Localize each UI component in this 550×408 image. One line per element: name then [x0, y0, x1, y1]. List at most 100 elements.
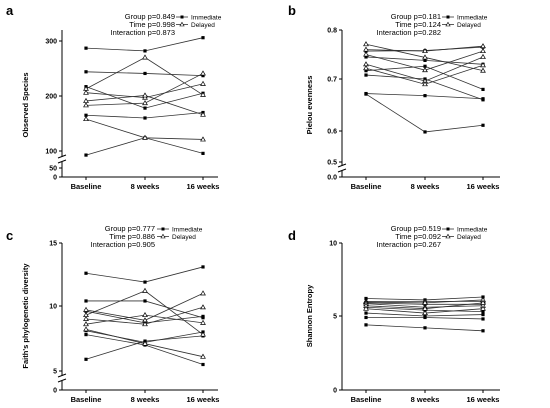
- data-point: [363, 51, 369, 57]
- series-immediate-6: [84, 334, 205, 361]
- y-axis-label: Pielou evenness: [305, 76, 314, 135]
- data-point: [84, 70, 88, 74]
- data-point: [143, 299, 147, 303]
- series-immediate-6: [364, 323, 485, 333]
- stat-annotation: Interaction p=0.267: [377, 240, 441, 249]
- data-point: [200, 319, 206, 325]
- axis-break-mark: [337, 168, 347, 173]
- data-point: [423, 94, 427, 98]
- data-point: [142, 134, 148, 140]
- data-point: [143, 106, 147, 110]
- data-point: [422, 54, 428, 60]
- series-delayed-11: [363, 62, 486, 87]
- data-point: [83, 326, 89, 332]
- panel-label: c: [6, 228, 13, 243]
- data-point: [200, 331, 206, 337]
- legend-label: Delayed: [172, 234, 196, 241]
- y-tick-label: 10: [49, 304, 57, 311]
- series-delayed-10: [83, 311, 206, 327]
- x-tick-label: 8 weeks: [411, 395, 440, 404]
- series-immediate-2: [84, 70, 205, 78]
- data-point: [364, 311, 368, 315]
- data-point: [143, 280, 147, 284]
- data-point: [481, 312, 485, 317]
- data-point: [84, 153, 88, 157]
- y-tick-label: 100: [45, 149, 57, 156]
- y-tick-label: 0.5: [327, 160, 337, 167]
- series-delayed-8: [363, 43, 486, 54]
- series-delayed-11: [363, 305, 486, 316]
- legend-label: Delayed: [191, 22, 215, 29]
- series-immediate-5: [364, 91, 485, 101]
- y-tick-label: 0.0: [327, 175, 337, 182]
- y-tick-label: 0.8: [327, 28, 337, 35]
- series-immediate-3: [364, 64, 485, 91]
- data-point: [201, 74, 205, 78]
- x-tick-label: Baseline: [351, 395, 382, 404]
- y-axis-label: Faith's phylogenetic diversity: [21, 263, 30, 369]
- y-tick-label: 0.6: [327, 129, 337, 136]
- series-delayed-9: [83, 70, 206, 108]
- y-tick-label: 10: [329, 241, 337, 248]
- data-point: [201, 362, 205, 367]
- data-point: [481, 317, 485, 321]
- axis-break-mark: [57, 378, 67, 383]
- data-point: [200, 91, 206, 97]
- data-point: [481, 329, 485, 333]
- data-point: [84, 113, 88, 117]
- legend-marker: [446, 15, 450, 19]
- series-delayed-9: [363, 47, 486, 73]
- y-tick-label: 5: [333, 314, 337, 321]
- x-tick-label: Baseline: [71, 182, 102, 191]
- series-delayed-8: [83, 290, 206, 323]
- series-line: [85, 37, 204, 52]
- data-point: [423, 315, 427, 320]
- legend-label: Delayed: [457, 22, 481, 29]
- data-point: [480, 67, 486, 73]
- data-point: [422, 309, 428, 316]
- legend-marker: [445, 21, 451, 27]
- series-immediate-5: [364, 315, 485, 321]
- legend-marker: [179, 21, 185, 27]
- y-axis-label: Observed Species: [21, 72, 30, 137]
- data-point: [480, 62, 486, 68]
- stat-annotation: Time p=0.124: [395, 20, 441, 29]
- legend-marker: [180, 15, 184, 19]
- series-immediate-6: [364, 92, 485, 134]
- data-point: [480, 47, 486, 54]
- data-point: [83, 115, 89, 122]
- data-point: [84, 271, 88, 275]
- x-tick-label: 8 weeks: [411, 182, 440, 191]
- panel-label: d: [288, 228, 296, 243]
- data-point: [84, 299, 88, 303]
- data-point: [480, 299, 486, 305]
- stat-annotation: Time p=0.886: [109, 232, 155, 241]
- series-line: [85, 334, 204, 365]
- series-delayed-10: [83, 115, 206, 142]
- data-point: [84, 333, 88, 337]
- x-tick-label: 16 weeks: [187, 182, 220, 191]
- data-point: [423, 130, 427, 134]
- series-immediate-1: [84, 265, 205, 284]
- data-point: [363, 41, 369, 47]
- data-point: [481, 97, 485, 101]
- y-axis-label: Shannon Entropy: [305, 284, 314, 347]
- data-point: [200, 304, 206, 310]
- data-point: [423, 58, 427, 62]
- data-point: [423, 64, 427, 68]
- data-point: [142, 54, 148, 60]
- data-point: [83, 89, 89, 95]
- y-tick-label: 0: [333, 388, 337, 395]
- data-point: [200, 136, 206, 142]
- series-line: [85, 137, 204, 156]
- series-immediate-1: [84, 36, 205, 53]
- data-point: [201, 36, 205, 40]
- legend-label: Immediate: [457, 226, 488, 233]
- series-line: [85, 57, 204, 96]
- legend-marker: [160, 233, 166, 239]
- data-point: [143, 49, 147, 53]
- series-delayed-8: [83, 92, 206, 117]
- data-point: [200, 353, 206, 359]
- data-point: [84, 357, 88, 361]
- data-point: [142, 311, 148, 318]
